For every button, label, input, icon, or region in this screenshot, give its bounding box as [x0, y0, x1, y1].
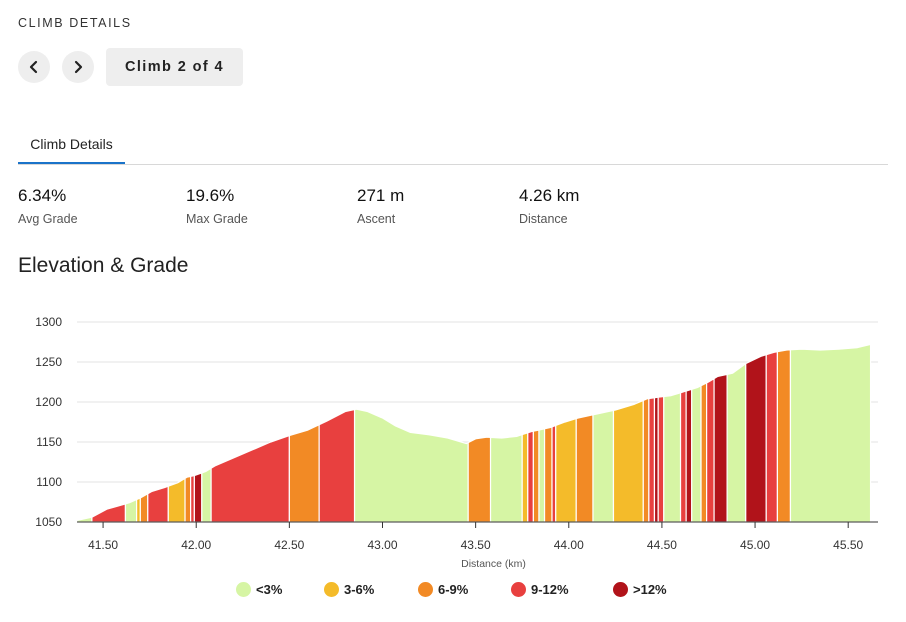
grade-segment-9-12 [706, 378, 715, 523]
y-tick-label: 1300 [35, 315, 62, 329]
x-tick-label: 41.50 [88, 538, 118, 552]
elevation-grade-chart: 1050 1100 1150 1200 1250 1300 41.50 42.00 42.50… [35, 315, 878, 570]
grade-segment-9-12 [648, 397, 656, 523]
previous-climb-button[interactable] [18, 51, 50, 83]
grade-segment-3-6 [521, 432, 529, 523]
stat-value: 4.26 km [519, 186, 580, 205]
legend-item-gt12[interactable]: >12% [613, 582, 667, 597]
stat-value: 19.6% [186, 186, 235, 205]
chart-legend: <3% 3-6% 6-9% 9-12% >12% [0, 582, 906, 604]
grade-segment-lt3 [663, 392, 682, 523]
x-tick-label: 43.00 [367, 538, 397, 552]
x-tick-label: 43.50 [461, 538, 491, 552]
grade-segment-6-9 [575, 414, 594, 523]
y-tick-label: 1150 [36, 435, 62, 449]
grade-segment-9-12 [657, 395, 665, 523]
legend-item-lt3[interactable]: <3% [236, 582, 282, 597]
x-tick-label: 42.00 [181, 538, 211, 552]
legend-swatch [418, 582, 433, 597]
grade-segment-9-12 [527, 430, 534, 523]
grade-segment-3-6 [167, 477, 186, 523]
grade-segment-gt12 [193, 472, 203, 523]
legend-swatch [613, 582, 628, 597]
stat-value: 6.34% [18, 186, 67, 205]
stat-distance: 4.26 km Distance [519, 186, 579, 226]
grade-segment-6-9 [288, 424, 320, 523]
stat-label: Distance [519, 212, 568, 226]
grade-segment-lt3 [789, 343, 872, 523]
grade-segment-3-6 [612, 399, 644, 523]
grade-segment-6-9 [467, 436, 492, 523]
x-tick-label: 45.50 [833, 538, 863, 552]
grade-segment-6-9 [532, 429, 540, 523]
x-tick-label: 42.50 [274, 538, 304, 552]
grade-segment-lt3 [592, 409, 615, 523]
legend-item-3-6[interactable]: 3-6% [324, 582, 374, 597]
tab-climb-details[interactable]: Climb Details [18, 126, 125, 164]
grade-segment-lt3 [726, 363, 747, 523]
grade-segment-6-9 [139, 493, 149, 523]
section-label: CLIMB DETAILS [18, 16, 132, 30]
grade-segments [76, 343, 872, 523]
grade-segment-9-12 [210, 435, 290, 523]
grade-segment-lt3 [201, 467, 212, 523]
stat-label: Ascent [357, 212, 396, 226]
x-tick-label: 44.50 [647, 538, 677, 552]
grade-segment-lt3 [124, 499, 138, 523]
grade-segment-6-9 [700, 382, 708, 523]
legend-label: <3% [256, 582, 283, 597]
grade-segment-gt12 [713, 373, 728, 523]
legend-item-6-9[interactable]: 6-9% [418, 582, 468, 597]
legend-label: 6-9% [438, 582, 469, 597]
grade-segment-lt3 [353, 408, 469, 523]
axes: 41.50 42.00 42.50 43.00 43.50 44.00 44.50 45.00… [77, 521, 878, 570]
y-tick-label: 1050 [35, 515, 62, 529]
climb-counter-button[interactable]: Climb 2 of 4 [106, 48, 243, 86]
grade-segment-3-6 [555, 417, 577, 523]
grade-segment-9-12 [679, 390, 687, 523]
chevron-right-icon [74, 60, 83, 74]
grade-segment-9-12 [765, 351, 779, 523]
stat-value: 271 m [357, 186, 405, 205]
grade-segment-6-9 [642, 397, 650, 523]
stat-max-grade: 19.6% Max Grade [186, 186, 248, 226]
grade-segment-9-12 [318, 409, 356, 523]
grade-segment-lt3 [691, 385, 702, 523]
x-tick-label: 45.00 [740, 538, 770, 552]
chevron-left-icon [29, 60, 38, 74]
grade-segment-9-12 [91, 503, 127, 523]
stat-ascent: 271 m Ascent [357, 186, 404, 226]
legend-swatch [236, 582, 251, 597]
legend-swatch [324, 582, 339, 597]
grade-segment-lt3 [538, 428, 546, 523]
stat-label: Avg Grade [18, 212, 78, 226]
legend-swatch [511, 582, 526, 597]
y-tick-label: 1100 [36, 475, 62, 489]
next-climb-button[interactable] [62, 51, 94, 83]
grade-segment-lt3 [76, 516, 93, 523]
chart-title: Elevation & Grade [18, 254, 189, 277]
tab-bar: Climb Details [18, 126, 888, 165]
legend-label: 9-12% [531, 582, 569, 597]
grade-segment-gt12 [745, 354, 767, 523]
y-tick-label: 1250 [35, 355, 62, 369]
y-tick-label: 1200 [35, 395, 62, 409]
stat-avg-grade: 6.34% Avg Grade [18, 186, 78, 226]
stat-label: Max Grade [186, 212, 248, 226]
grade-segment-6-9 [543, 426, 553, 523]
grade-segment-6-9 [776, 349, 792, 523]
legend-label: 3-6% [344, 582, 375, 597]
x-tick-label: 44.00 [554, 538, 584, 552]
grade-segment-9-12 [147, 485, 169, 523]
x-axis-label: Distance (km) [461, 558, 526, 570]
grade-segment-gt12 [685, 388, 693, 523]
legend-item-9-12[interactable]: 9-12% [511, 582, 569, 597]
legend-label: >12% [633, 582, 667, 597]
grade-segment-lt3 [489, 434, 523, 523]
grade-segment-6-9 [184, 475, 192, 523]
